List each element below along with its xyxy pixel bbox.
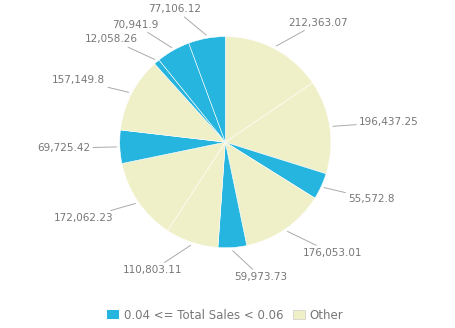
Text: 70,941.9: 70,941.9 <box>112 20 171 48</box>
Wedge shape <box>167 142 225 248</box>
Legend: 0.04 <= Total Sales < 0.06, Other: 0.04 <= Total Sales < 0.06, Other <box>102 304 347 326</box>
Wedge shape <box>225 142 325 198</box>
Wedge shape <box>225 142 314 246</box>
Wedge shape <box>225 37 312 142</box>
Text: 196,437.25: 196,437.25 <box>332 117 418 127</box>
Wedge shape <box>159 43 225 142</box>
Text: 55,572.8: 55,572.8 <box>324 188 394 204</box>
Text: 77,106.12: 77,106.12 <box>148 4 206 35</box>
Wedge shape <box>217 142 246 248</box>
Wedge shape <box>154 60 225 142</box>
Text: 110,803.11: 110,803.11 <box>122 245 190 275</box>
Text: 157,149.8: 157,149.8 <box>52 75 128 92</box>
Wedge shape <box>188 37 225 142</box>
Text: 69,725.42: 69,725.42 <box>37 143 116 153</box>
Wedge shape <box>225 83 330 174</box>
Wedge shape <box>120 130 225 164</box>
Text: 176,053.01: 176,053.01 <box>287 232 361 258</box>
Text: 212,363.07: 212,363.07 <box>276 18 348 46</box>
Text: 172,062.23: 172,062.23 <box>54 203 135 223</box>
Text: 59,973.73: 59,973.73 <box>232 251 287 282</box>
Text: 12,058.26: 12,058.26 <box>84 34 154 59</box>
Wedge shape <box>121 142 225 231</box>
Wedge shape <box>120 64 225 142</box>
